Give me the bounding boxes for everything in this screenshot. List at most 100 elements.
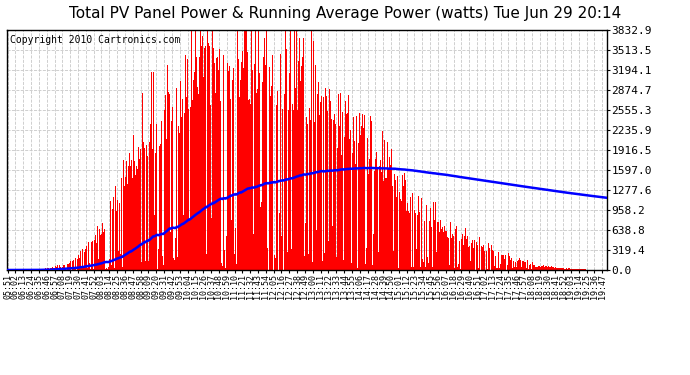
Bar: [353, 117, 354, 270]
Bar: [258, 26, 259, 270]
Bar: [180, 81, 181, 270]
Bar: [409, 213, 410, 270]
Bar: [212, 26, 213, 270]
Bar: [482, 246, 484, 270]
Bar: [293, 110, 294, 270]
Bar: [484, 251, 485, 270]
Bar: [188, 62, 189, 270]
Bar: [155, 153, 156, 270]
Bar: [99, 229, 100, 270]
Bar: [471, 243, 472, 270]
Bar: [198, 94, 199, 270]
Bar: [301, 260, 302, 270]
Bar: [378, 252, 379, 270]
Bar: [164, 110, 165, 270]
Bar: [284, 94, 285, 270]
Bar: [213, 266, 215, 270]
Bar: [89, 263, 90, 270]
Bar: [254, 64, 255, 270]
Bar: [382, 130, 383, 270]
Bar: [309, 108, 310, 270]
Bar: [398, 268, 399, 270]
Bar: [90, 269, 91, 270]
Bar: [478, 268, 479, 270]
Bar: [363, 167, 364, 270]
Bar: [173, 258, 174, 270]
Bar: [174, 258, 175, 270]
Bar: [246, 26, 247, 270]
Bar: [463, 265, 464, 270]
Bar: [319, 114, 320, 270]
Bar: [503, 255, 504, 270]
Bar: [241, 62, 242, 270]
Bar: [200, 31, 201, 270]
Bar: [41, 269, 42, 270]
Bar: [389, 158, 390, 270]
Bar: [462, 234, 463, 270]
Bar: [475, 269, 476, 270]
Bar: [451, 238, 452, 270]
Bar: [375, 183, 376, 270]
Bar: [552, 267, 553, 270]
Bar: [536, 267, 537, 270]
Bar: [113, 197, 114, 270]
Bar: [225, 268, 226, 270]
Bar: [120, 254, 121, 270]
Bar: [494, 266, 495, 270]
Bar: [134, 179, 135, 270]
Bar: [511, 258, 512, 270]
Bar: [128, 186, 129, 270]
Bar: [459, 241, 460, 270]
Bar: [530, 265, 531, 270]
Bar: [564, 269, 565, 270]
Bar: [526, 268, 527, 270]
Bar: [259, 74, 260, 270]
Bar: [96, 265, 97, 270]
Bar: [222, 266, 223, 270]
Bar: [367, 138, 368, 270]
Bar: [354, 141, 355, 270]
Bar: [45, 268, 46, 270]
Bar: [430, 208, 431, 270]
Bar: [112, 209, 113, 270]
Text: Total PV Panel Power & Running Average Power (watts) Tue Jun 29 20:14: Total PV Panel Power & Running Average P…: [69, 6, 621, 21]
Bar: [62, 267, 63, 270]
Bar: [313, 41, 314, 270]
Bar: [70, 261, 71, 270]
Bar: [321, 64, 322, 270]
Bar: [265, 65, 266, 270]
Bar: [48, 268, 49, 270]
Bar: [323, 264, 324, 270]
Bar: [158, 249, 159, 270]
Bar: [150, 102, 151, 270]
Bar: [560, 268, 561, 270]
Bar: [68, 263, 70, 270]
Bar: [168, 56, 169, 270]
Bar: [79, 258, 80, 270]
Bar: [181, 117, 182, 270]
Bar: [435, 254, 436, 270]
Bar: [130, 261, 132, 270]
Bar: [311, 32, 312, 270]
Bar: [156, 134, 157, 270]
Bar: [516, 267, 517, 270]
Bar: [470, 261, 471, 270]
Bar: [231, 220, 232, 270]
Bar: [388, 170, 389, 270]
Bar: [461, 238, 462, 270]
Bar: [260, 207, 261, 270]
Bar: [93, 269, 94, 270]
Bar: [335, 138, 336, 270]
Bar: [109, 259, 110, 270]
Bar: [557, 268, 558, 270]
Bar: [481, 246, 482, 270]
Bar: [75, 258, 76, 270]
Bar: [55, 266, 56, 270]
Bar: [332, 226, 333, 270]
Bar: [304, 256, 305, 270]
Bar: [444, 226, 445, 270]
Bar: [544, 267, 546, 270]
Bar: [240, 80, 241, 270]
Bar: [250, 244, 251, 270]
Bar: [514, 267, 515, 270]
